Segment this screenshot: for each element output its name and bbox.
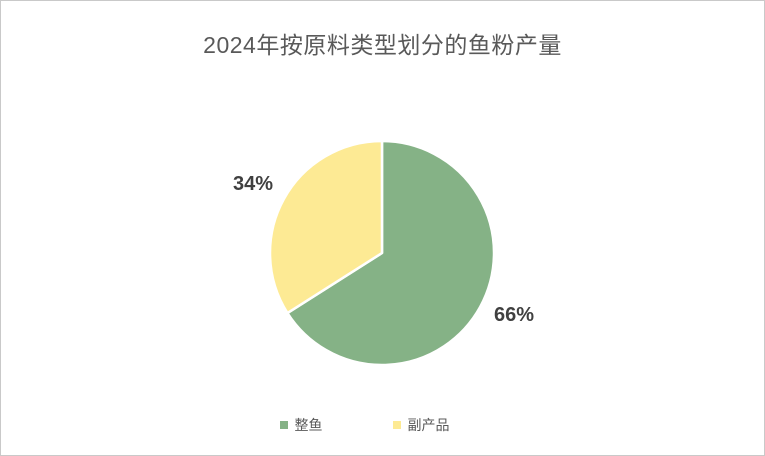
pie-slice-whole-fish[interactable] <box>286 139 496 367</box>
data-label-whole-fish[interactable]: 66% <box>494 304 535 326</box>
pie-chart <box>268 139 496 367</box>
legend-swatch-whole-fish-icon <box>279 421 288 429</box>
legend-label-byproduct: 副产品 <box>407 417 450 433</box>
legend-label-whole-fish: 整鱼 <box>294 417 323 433</box>
legend-swatch-byproduct-icon <box>392 421 401 429</box>
legend-item-byproduct[interactable]: 副产品 <box>392 415 450 435</box>
chart-title: 2024年按原料类型划分的鱼粉产量 <box>203 32 562 58</box>
data-label-byproduct[interactable]: 34% <box>233 173 274 195</box>
legend-item-whole-fish[interactable]: 整鱼 <box>279 415 323 435</box>
pie-slice-byproduct[interactable] <box>268 139 384 315</box>
legend: 整鱼 副产品 <box>1 415 764 435</box>
